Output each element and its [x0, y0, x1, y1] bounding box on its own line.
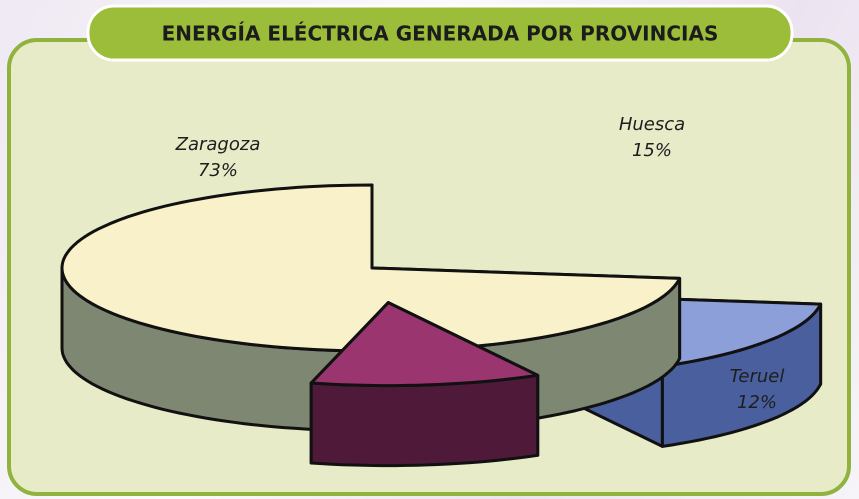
- slice-value-label: 15%: [632, 140, 672, 161]
- pie: [60, 183, 823, 468]
- slice-label: Huesca: [619, 114, 685, 135]
- slice-value-label: 12%: [737, 392, 777, 413]
- title-tab: [86, 4, 794, 62]
- slice-side: [309, 373, 540, 468]
- chart-title: ENERGÍA ELÉCTRICA GENERADA POR PROVINCIA…: [162, 22, 719, 46]
- slice-label: Teruel: [730, 366, 785, 387]
- slice-label: Zaragoza: [175, 134, 261, 155]
- slice-top: [309, 301, 540, 388]
- slice: [309, 301, 540, 468]
- slice-top: [60, 183, 682, 353]
- slice-value-label: 73%: [198, 160, 238, 181]
